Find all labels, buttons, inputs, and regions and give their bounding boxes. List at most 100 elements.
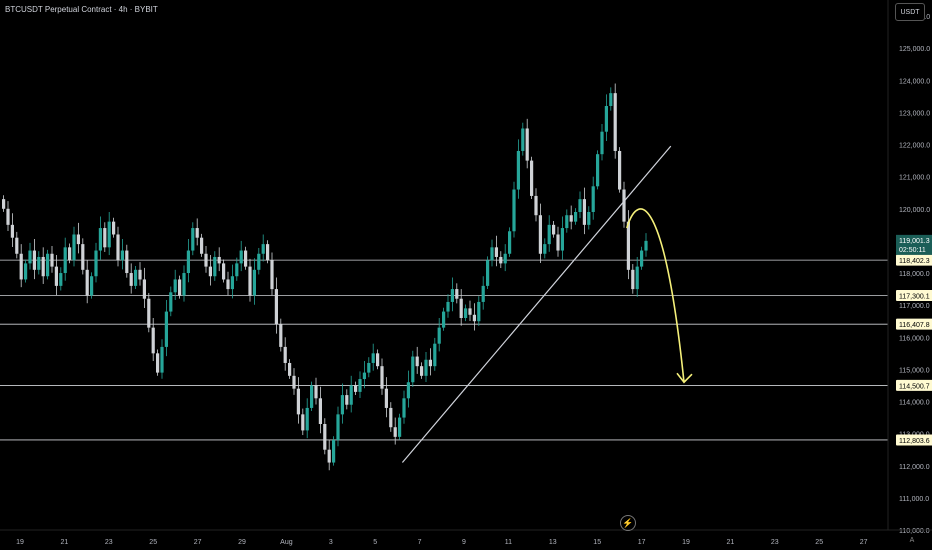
candle-body <box>596 154 600 187</box>
candle-body <box>450 289 454 302</box>
candle-body <box>428 359 432 367</box>
x-tick-label: 11 <box>505 539 512 546</box>
candle-body <box>411 356 415 383</box>
candle-body <box>252 269 256 296</box>
candle-body <box>415 356 419 367</box>
candle-body <box>446 301 450 312</box>
candle-body <box>182 273 186 296</box>
candle-body <box>516 150 520 190</box>
y-tick-label: 117,000.0 <box>899 303 930 310</box>
candle-body <box>305 407 309 431</box>
candle-body <box>613 93 617 151</box>
candle-body <box>600 131 604 155</box>
candle-body <box>50 253 54 267</box>
candle-body <box>24 263 28 280</box>
candle-body <box>28 250 32 264</box>
x-tick-label: 13 <box>549 539 557 546</box>
candle-body <box>2 199 6 209</box>
candle-body <box>525 128 529 161</box>
candle-body <box>98 228 102 251</box>
trendline <box>401 145 672 463</box>
x-tick-label: 25 <box>149 539 157 546</box>
level-label-bg <box>896 290 932 302</box>
candle-body <box>477 301 481 322</box>
candle-body <box>147 298 151 328</box>
candle-body <box>41 256 45 277</box>
candle-body <box>226 279 230 290</box>
candle-body <box>10 224 14 238</box>
candle-body <box>402 398 406 418</box>
candle-body <box>481 285 485 302</box>
candle-body <box>68 247 72 261</box>
candle-body <box>552 224 556 235</box>
candle-body <box>398 417 402 437</box>
level-label-bg <box>896 379 932 391</box>
candle-body <box>635 266 639 290</box>
candle-body <box>266 244 270 261</box>
candle-body <box>591 186 595 212</box>
candle-body <box>587 212 591 225</box>
candle-body <box>200 237 204 254</box>
x-tick-label: 27 <box>860 539 868 546</box>
candle-body <box>547 224 551 245</box>
y-tick-label: 111,000.0 <box>899 496 929 503</box>
candle-body <box>534 195 538 216</box>
level-label-bg <box>896 434 932 446</box>
price-axis: 110,000.0111,000.0112,000.0113,000.0114,… <box>887 0 932 535</box>
last-price-bg <box>896 234 932 255</box>
candle-body <box>283 346 287 363</box>
x-tick-label: 9 <box>462 539 466 546</box>
candle-body <box>644 240 648 251</box>
candle-body <box>508 231 512 254</box>
candle-body <box>472 314 476 322</box>
currency-button[interactable]: USDT <box>895 3 925 21</box>
level-label: 114,500.7 <box>899 383 930 390</box>
x-tick-label: 5 <box>373 539 377 546</box>
auto-scale-icon[interactable]: A <box>909 537 915 544</box>
candle-body <box>604 106 608 132</box>
candle-body <box>578 199 582 212</box>
candle-body <box>499 256 503 264</box>
x-tick-label: Aug <box>280 539 293 546</box>
candle-body <box>538 215 542 254</box>
lightning-icon[interactable]: ⚡ <box>620 515 636 531</box>
y-tick-label: 116,000.0 <box>899 335 930 342</box>
candle-body <box>424 359 428 376</box>
candle-body <box>270 260 274 290</box>
candle-body <box>116 234 120 261</box>
y-tick-label: 114,000.0 <box>899 400 930 407</box>
level-label: 116,407.8 <box>899 322 930 329</box>
candle-body <box>63 247 67 274</box>
candle-body <box>543 244 547 254</box>
y-tick-label: 120,000.0 <box>899 207 930 214</box>
candle-body <box>248 266 252 296</box>
candle-body <box>296 388 300 415</box>
candle-body <box>631 269 635 290</box>
candle-body <box>164 311 168 347</box>
candle-body <box>90 276 94 296</box>
y-tick-label: 118,000.0 <box>899 271 930 278</box>
candle-body <box>367 362 371 373</box>
candle-body <box>565 215 569 229</box>
candle-body <box>340 395 344 415</box>
candle-body <box>486 260 490 286</box>
y-tick-label: 124,000.0 <box>899 78 930 85</box>
candle-body <box>622 189 626 222</box>
candle-body <box>455 289 459 299</box>
candle-body <box>371 353 375 363</box>
candle-body <box>560 228 564 251</box>
candle-body <box>310 385 314 408</box>
candle-body <box>85 269 89 296</box>
candle-body <box>173 279 177 293</box>
candle-body <box>442 311 446 328</box>
candle-body <box>530 160 534 196</box>
candle-body <box>574 212 578 222</box>
candle-body <box>389 407 393 428</box>
candle-body <box>112 221 116 235</box>
candle-body <box>230 276 234 290</box>
level-label: 112,803.6 <box>899 438 930 445</box>
candle-body <box>332 440 336 463</box>
candle-body <box>503 253 507 264</box>
candle-body <box>358 379 362 392</box>
